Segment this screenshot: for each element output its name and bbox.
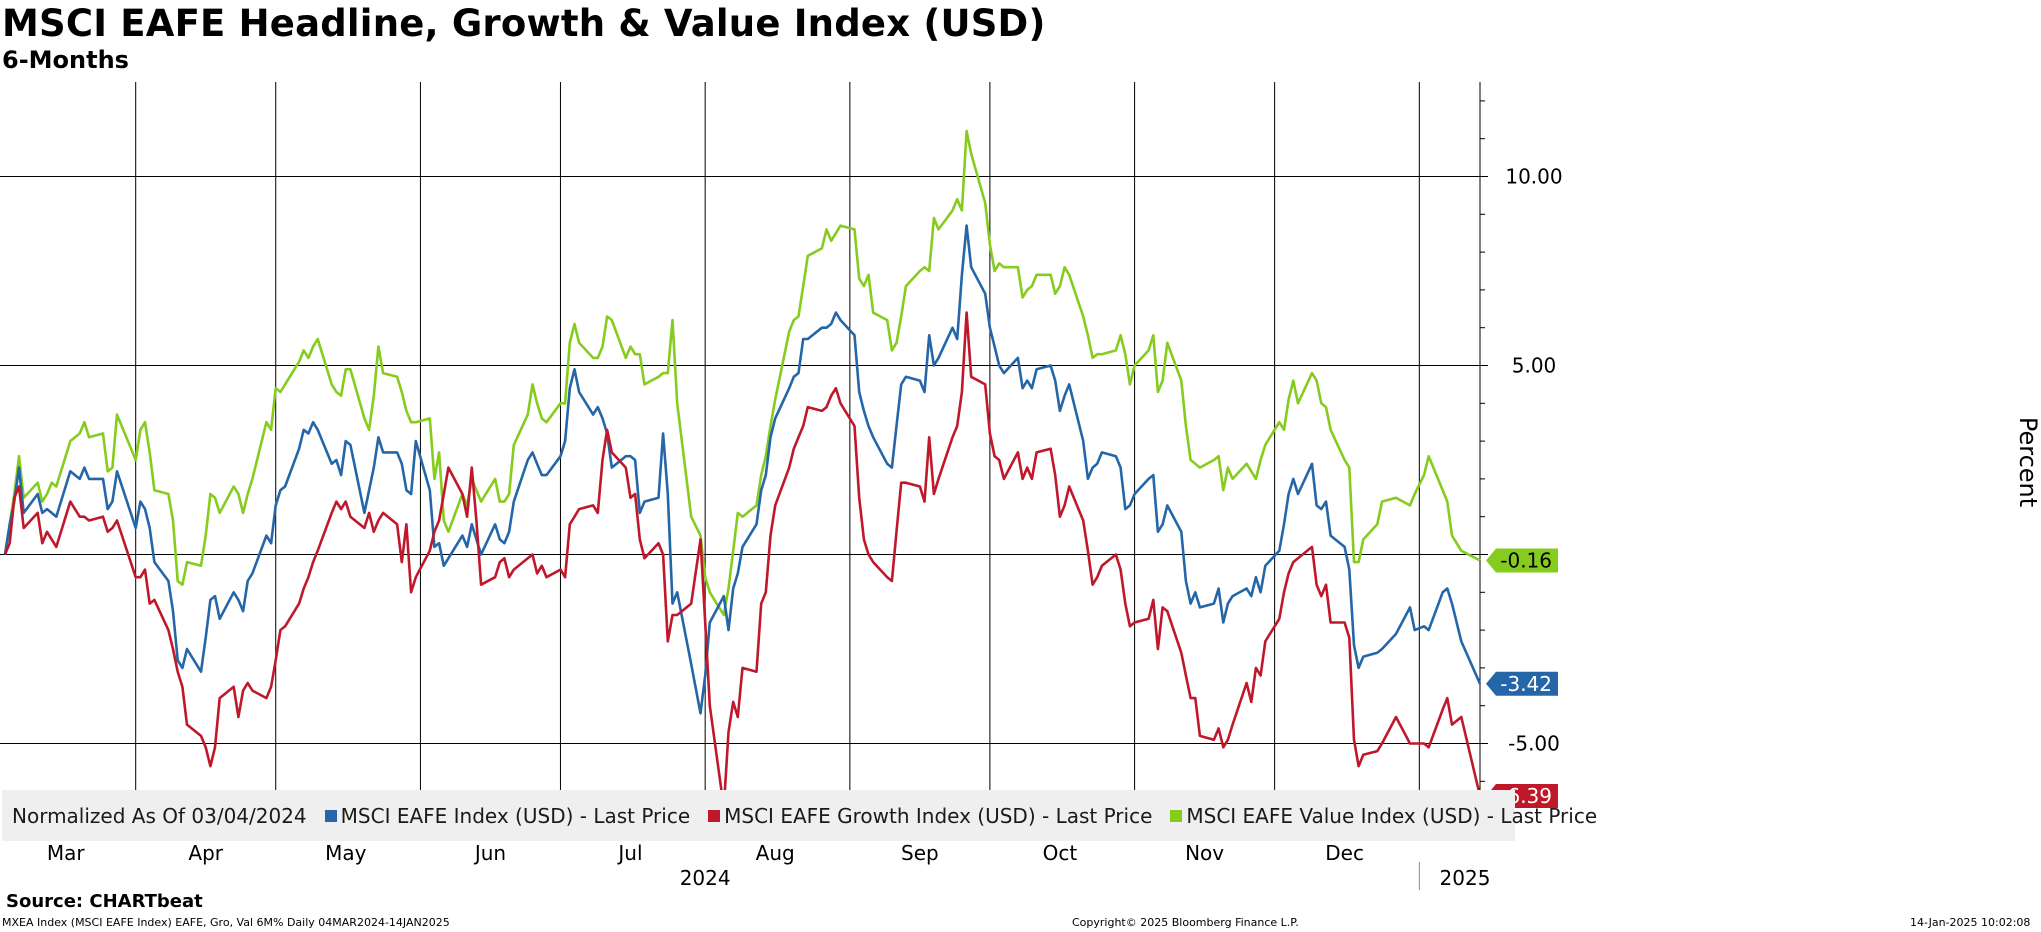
series-lines xyxy=(3,129,1482,810)
series-line-value xyxy=(3,129,1481,617)
xtick-month-3: Jun xyxy=(473,841,506,865)
y-axis-label: Percent xyxy=(2014,417,2041,507)
xtick-month-9: Dec xyxy=(1325,841,1364,865)
legend-item-value: MSCI EAFE Value Index (USD) - Last Price xyxy=(1170,804,1597,828)
xtick-month-1: Apr xyxy=(188,841,223,865)
legend-label-growth: MSCI EAFE Growth Index (USD) - Last Pric… xyxy=(724,803,1153,828)
legend-normalization-note: Normalized As Of 03/04/2024 xyxy=(12,803,307,828)
chart-title: MSCI EAFE Headline, Growth & Value Index… xyxy=(2,2,1046,45)
end-label-bg-headline xyxy=(1486,671,1558,696)
gridlines xyxy=(0,82,1481,838)
ytick-label-0: -5.00 xyxy=(1508,732,1560,756)
legend-swatch-growth xyxy=(708,809,721,822)
end-labels: -0.16-3.42-6.39 xyxy=(1486,548,1558,809)
end-label-value: -0.16 xyxy=(1500,549,1552,573)
xtick-month-5: Aug xyxy=(756,841,795,865)
footer-copyright: Copyright© 2025 Bloomberg Finance L.P. xyxy=(1072,916,1299,929)
xtick-month-7: Oct xyxy=(1043,841,1078,865)
ytick-label-2: 5.00 xyxy=(1512,354,1557,378)
xtick-month-0: Mar xyxy=(47,841,86,865)
legend-swatch-headline xyxy=(324,809,337,822)
source-note: Source: CHARTbeat xyxy=(6,891,203,912)
legend-swatch-value xyxy=(1170,809,1183,822)
xtick-year-1: 2025 xyxy=(1440,866,1491,890)
legend-label-headline: MSCI EAFE Index (USD) - Last Price xyxy=(340,803,691,828)
end-label-headline: -3.42 xyxy=(1500,672,1552,696)
legend: Normalized As Of 03/04/2024 MSCI EAFE In… xyxy=(2,790,1597,841)
series-line-growth xyxy=(3,311,1482,810)
xtick-year-0: 2024 xyxy=(680,866,731,890)
legend-item-growth: MSCI EAFE Growth Index (USD) - Last Pric… xyxy=(708,804,1152,828)
series-line-headline xyxy=(3,224,1482,715)
xtick-month-8: Nov xyxy=(1185,841,1224,865)
xtick-month-6: Sep xyxy=(901,841,939,865)
xtick-month-4: Jul xyxy=(616,841,642,865)
footer-timestamp: 14-Jan-2025 10:02:08 xyxy=(1910,916,2031,929)
end-label-bg-value xyxy=(1486,548,1558,573)
axis-ticks: -5.00 5.00 10.00 Mar Apr May Jun Jul Aug Sep Oct No… xyxy=(47,100,1563,890)
legend-label-value: MSCI EAFE Value Index (USD) - Last Price xyxy=(1186,803,1598,828)
ytick-label-3: 10.00 xyxy=(1505,165,1562,189)
footer-ticker-info: MXEA Index (MSCI EAFE Index) EAFE, Gro, … xyxy=(2,916,450,929)
xtick-month-2: May xyxy=(325,841,367,865)
legend-item-headline: MSCI EAFE Index (USD) - Last Price xyxy=(324,803,691,828)
chart-subtitle: 6-Months xyxy=(2,46,129,74)
